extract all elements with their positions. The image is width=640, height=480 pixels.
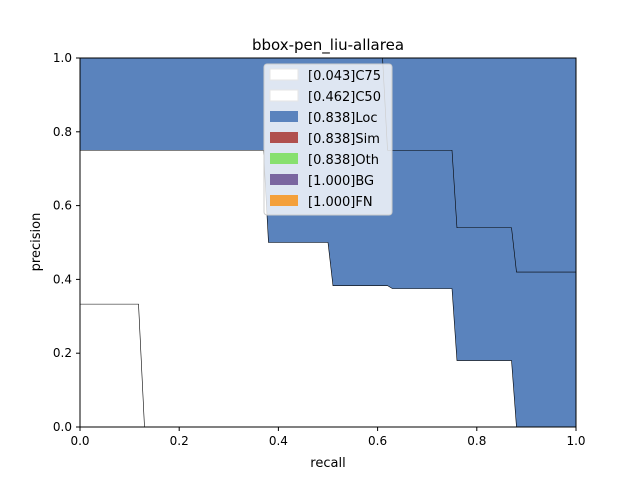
x-tick-label: 1.0 (566, 434, 585, 448)
y-tick-label: 0.4 (53, 272, 72, 286)
y-tick-label: 0.6 (53, 199, 72, 213)
y-tick-label: 1.0 (53, 51, 72, 65)
area-0-462-c50 (80, 150, 576, 427)
legend-label: [0.043]C75 (308, 69, 381, 84)
chart-title: bbox-pen_liu-allarea (252, 36, 404, 55)
y-axis-label: precision (29, 213, 44, 272)
x-tick-label: 0.0 (70, 434, 89, 448)
x-axis-label: recall (310, 456, 345, 471)
legend-label: [1.000]BG (308, 174, 374, 189)
y-axis: 0.0 0.2 0.4 0.6 0.8 1.0 (53, 51, 80, 434)
x-tick-label: 0.6 (368, 434, 387, 448)
legend-swatch (270, 153, 298, 164)
area-0-043-c75 (80, 304, 576, 427)
legend-label: [0.838]Loc (308, 111, 377, 126)
curve-0-462-c50 (80, 149, 576, 428)
legend-label: [0.838]Sim (308, 132, 380, 147)
x-tick-label: 0.8 (467, 434, 486, 448)
y-tick-label: 0.2 (53, 346, 72, 360)
x-tick-label: 0.4 (269, 434, 288, 448)
legend-items: [0.043]C75 [0.462]C50 [0.838]Loc [0.838]Sim… (269, 68, 381, 210)
legend-swatch (269, 89, 299, 102)
legend-swatch (269, 68, 299, 81)
legend-swatch (270, 195, 298, 206)
legend-swatch (270, 132, 298, 143)
plot-areas (80, 57, 576, 428)
y-tick-label: 0.8 (53, 125, 72, 139)
plot-frame (79, 57, 577, 428)
legend-label: [1.000]FN (308, 195, 373, 210)
legend: [0.043]C75 [0.462]C50 [0.838]Loc [0.838]Sim… (263, 63, 393, 216)
x-tick-label: 0.2 (170, 434, 189, 448)
y-tick-label: 0.0 (53, 420, 72, 434)
x-axis: 0.0 0.2 0.4 0.6 0.8 1.0 (70, 427, 586, 448)
legend-swatch (270, 111, 298, 122)
legend-label: [0.462]C50 (308, 90, 381, 105)
legend-swatch (270, 174, 298, 185)
legend-label: [0.838]Oth (308, 153, 379, 168)
